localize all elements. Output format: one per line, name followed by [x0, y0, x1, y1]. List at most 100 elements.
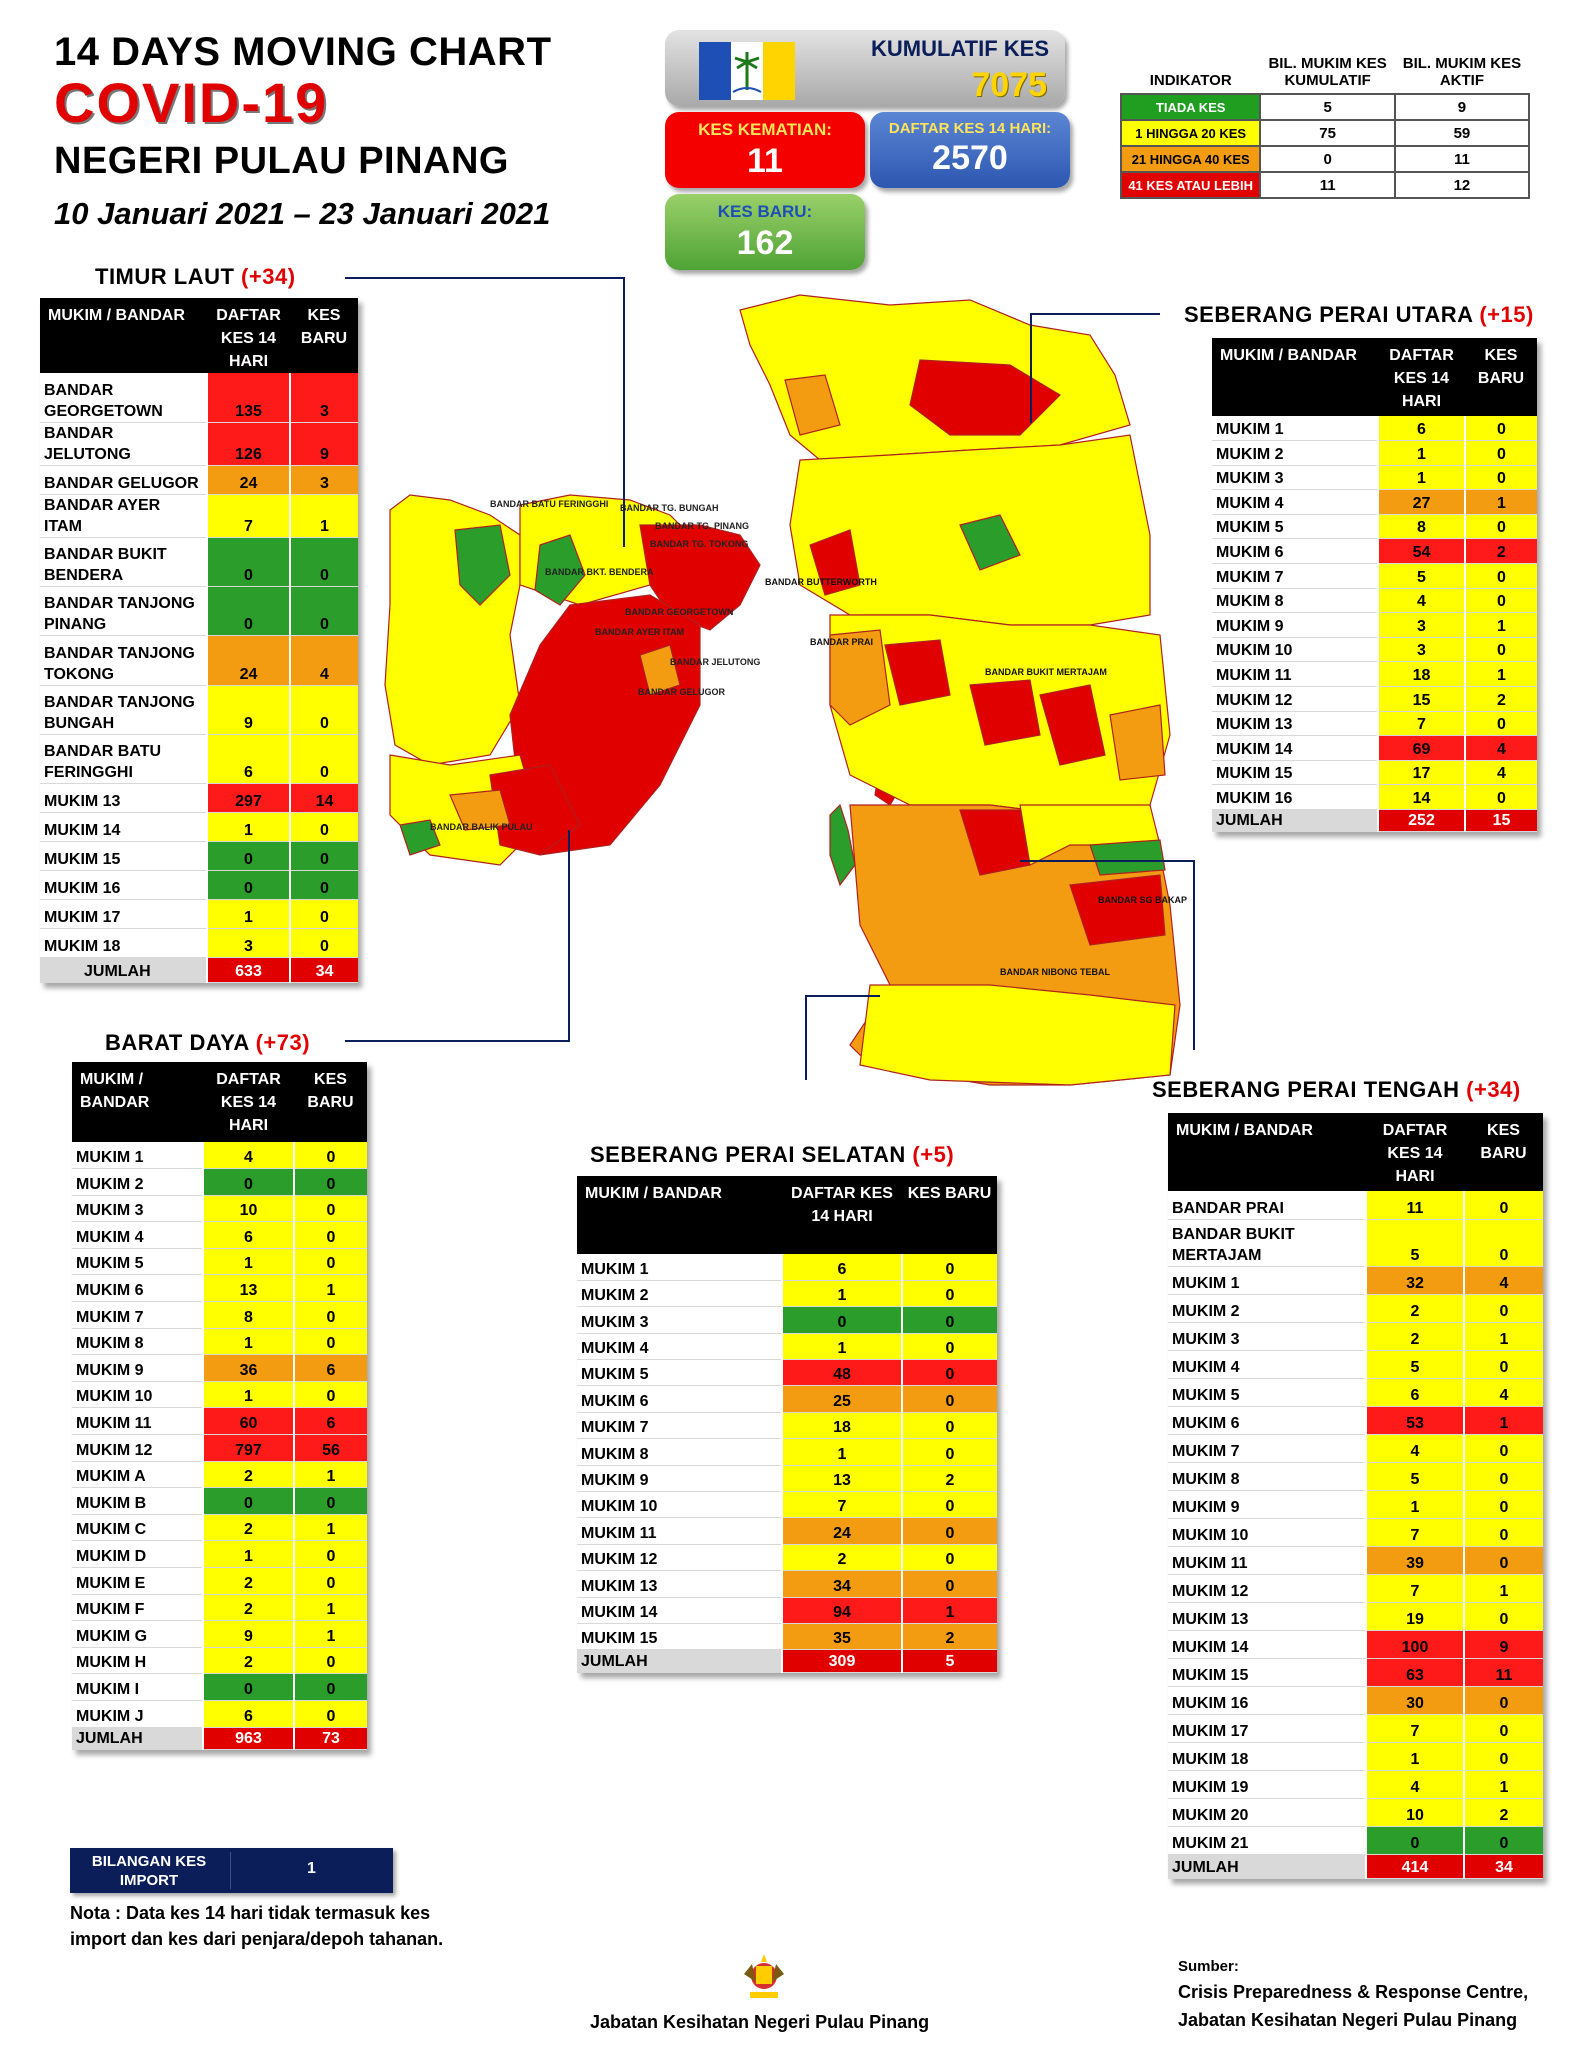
- row-daftar: 1: [781, 1280, 902, 1308]
- spu-green-21: [959, 514, 1021, 571]
- row-daftar: 1: [206, 812, 290, 843]
- row-daftar: 9: [206, 685, 290, 735]
- table-row: MUKIM 6 25 0: [577, 1385, 997, 1413]
- spt-red-15: [1039, 684, 1106, 766]
- row-baru: 1: [1464, 612, 1537, 638]
- date-range: 10 Januari 2021 – 23 Januari 2021: [54, 196, 551, 231]
- row-daftar: 7: [1365, 1574, 1464, 1604]
- row-label: MUKIM 14: [1168, 1630, 1366, 1660]
- table-row: MUKIM 13 19 0: [1168, 1602, 1543, 1632]
- row-daftar: 54: [1377, 538, 1465, 565]
- table-row: BANDAR TANJONG PINANG 0 0: [40, 586, 358, 637]
- row-daftar: 2: [202, 1594, 294, 1622]
- row-daftar: 4: [1377, 588, 1465, 614]
- row-label: BANDAR TANJONG PINANG: [40, 586, 207, 637]
- indicator-label: 41 KES ATAU LEBIH: [1119, 171, 1262, 199]
- row-baru: 0: [901, 1385, 997, 1413]
- total-label: JUMLAH: [1168, 1854, 1366, 1880]
- row-baru: 0: [1463, 1294, 1543, 1324]
- row-baru: 0: [1463, 1350, 1543, 1380]
- row-baru: 0: [1463, 1490, 1543, 1520]
- row-daftar: 1: [202, 1381, 294, 1409]
- row-daftar: 4: [202, 1142, 294, 1170]
- row-label: MUKIM 10: [1212, 637, 1378, 663]
- kumulatif-value: 7075: [971, 66, 1047, 104]
- total-baru: 15: [1464, 809, 1537, 832]
- row-daftar: 797: [202, 1434, 294, 1462]
- row-label: MUKIM 2: [577, 1280, 782, 1308]
- row-label: MUKIM E: [72, 1567, 203, 1595]
- table-row: MUKIM 12 2 0: [577, 1544, 997, 1572]
- row-daftar: 297: [206, 783, 290, 814]
- row-baru: 0: [1463, 1518, 1543, 1548]
- row-baru: 1: [293, 1620, 367, 1648]
- row-baru: 2: [1463, 1798, 1543, 1828]
- row-baru: 0: [1464, 416, 1537, 442]
- row-daftar: 25: [781, 1385, 902, 1413]
- indicator-row: 21 HINGGA 40 KES 0 11: [1119, 145, 1531, 173]
- island-green-sw: [399, 819, 441, 856]
- row-baru: 0: [293, 1567, 367, 1595]
- row-label: MUKIM 1: [72, 1142, 203, 1170]
- row-label: MUKIM 1: [1212, 416, 1378, 442]
- link-barat-daya: [345, 1040, 570, 1042]
- row-baru: 0: [289, 537, 358, 588]
- kumulatif-label: KUMULATIF KES: [870, 36, 1049, 61]
- row-baru: 1: [293, 1461, 367, 1489]
- row-daftar: 34: [781, 1570, 902, 1598]
- row-baru: 0: [289, 899, 358, 930]
- row-baru: 9: [1463, 1630, 1543, 1660]
- row-label: MUKIM 17: [1168, 1714, 1366, 1744]
- row-daftar: 0: [202, 1673, 294, 1701]
- table-row: MUKIM 15 35 2: [577, 1623, 997, 1651]
- table-row: MUKIM 12 797 56: [72, 1434, 367, 1462]
- row-daftar: 6: [202, 1221, 294, 1249]
- row-daftar: 6: [781, 1254, 902, 1281]
- row-label: MUKIM 11: [577, 1517, 782, 1545]
- table-row: MUKIM 5 48 0: [577, 1359, 997, 1387]
- row-label: MUKIM 16: [1212, 784, 1378, 810]
- col-header-baru: KES BARU: [290, 298, 358, 373]
- row-baru: 56: [293, 1434, 367, 1462]
- row-baru: 0: [1464, 588, 1537, 614]
- row-baru: 1: [1464, 661, 1537, 688]
- row-label: BANDAR BUKIT MERTAJAM: [1168, 1219, 1366, 1268]
- row-label: MUKIM 12: [1212, 686, 1378, 712]
- row-baru: 2: [1464, 538, 1537, 565]
- row-daftar: 60: [202, 1407, 294, 1436]
- row-baru: 1: [289, 494, 358, 538]
- row-baru: 6: [293, 1354, 367, 1382]
- row-label: MUKIM D: [72, 1540, 203, 1568]
- row-label: MUKIM I: [72, 1673, 203, 1701]
- row-label: MUKIM 15: [40, 841, 207, 872]
- row-label: MUKIM 5: [1212, 514, 1378, 540]
- total-baru: 34: [1463, 1854, 1543, 1880]
- link-timur-laut-v: [623, 277, 625, 547]
- row-daftar: 1: [1377, 440, 1465, 466]
- row-label: MUKIM B: [72, 1487, 203, 1515]
- row-label: MUKIM 8: [577, 1438, 782, 1466]
- row-label: MUKIM 11: [72, 1407, 203, 1436]
- row-daftar: 15: [1377, 686, 1465, 712]
- row-daftar: 9: [202, 1620, 294, 1648]
- indicator-aktif: 59: [1393, 119, 1531, 147]
- row-daftar: 0: [1365, 1826, 1464, 1856]
- row-baru: 0: [1463, 1602, 1543, 1632]
- footer-department: Jabatan Kesihatan Negeri Pulau Pinang: [590, 2012, 930, 2032]
- spu-red-14: [809, 529, 861, 596]
- total-daftar: 309: [781, 1649, 902, 1673]
- row-daftar: 126: [206, 422, 290, 466]
- row-label: MUKIM 6: [577, 1385, 782, 1413]
- row-baru: 2: [1464, 686, 1537, 712]
- row-daftar: 2: [1365, 1322, 1464, 1352]
- row-label: MUKIM 8: [72, 1328, 203, 1356]
- col-header-mukim: MUKIM / BANDAR: [40, 298, 207, 373]
- row-daftar: 0: [206, 841, 290, 872]
